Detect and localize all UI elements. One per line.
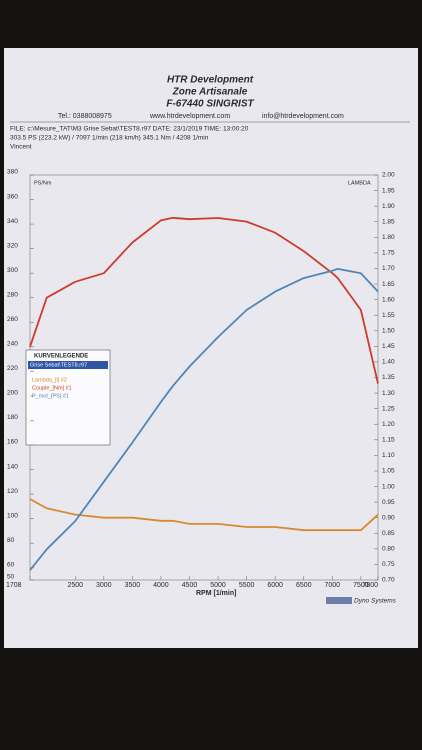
email: info@htrdevelopment.com <box>262 113 344 120</box>
company: HTR Development <box>167 75 254 86</box>
street: Zone Artisanale <box>172 87 248 98</box>
y2-tick-label: 1.30 <box>382 390 395 397</box>
y2-tick-label: 1.90 <box>382 203 395 210</box>
x-tick-label: 7500 <box>353 582 369 589</box>
result-info: 303.5 PS (223.2 kW) / 7097 1/min (218 km… <box>10 135 209 142</box>
y-tick-label: 180 <box>7 414 18 421</box>
y-tick-label: 100 <box>7 512 18 519</box>
y2-tick-label: 1.55 <box>382 312 395 319</box>
legend-entry: P_mot_[PS] #1 <box>32 393 69 399</box>
y-tick-label: 300 <box>7 267 18 274</box>
legend: KURVENLEGENDE Grise Sebat\TEST8.r97 <box>25 349 111 446</box>
x-tick-label: 4500 <box>182 582 198 589</box>
y2-tick-label: 2.00 <box>382 172 395 179</box>
y2-tick-label: 1.45 <box>382 343 395 350</box>
y2-tick-label: 0.90 <box>382 514 395 521</box>
series-line <box>29 216 379 384</box>
y2-tick-label: 0.95 <box>382 499 395 506</box>
x-tick-label: 5500 <box>239 582 255 589</box>
y2-tick-label: 0.70 <box>382 577 395 584</box>
y2-tick-label: 1.40 <box>382 359 395 366</box>
y-tick-label: 120 <box>7 488 18 495</box>
y2-tick-label: 1.60 <box>382 296 395 303</box>
y-tick-label: 360 <box>7 193 18 200</box>
y-tick-label: 160 <box>7 439 18 446</box>
y2-tick-label: 1.05 <box>382 468 395 475</box>
y-tick-label: 320 <box>7 242 18 249</box>
x-axis-label: RPM [1/min] <box>196 590 236 597</box>
y-axis-label: PS/Nm <box>34 180 52 186</box>
y-tick-label: 80 <box>7 537 15 544</box>
legend-entry: Couple_[Nm] #1 <box>32 385 72 391</box>
operator: Vincent <box>10 144 32 151</box>
series-line <box>29 498 379 532</box>
y2-tick-label: 1.50 <box>382 327 395 334</box>
y2-tick-label: 1.25 <box>382 405 395 412</box>
x-tick-label: 7000 <box>325 582 341 589</box>
legend-title: KURVENLEGENDE <box>34 354 88 360</box>
y2-tick-label: 1.00 <box>382 483 395 490</box>
y-tick-label: 200 <box>7 390 18 397</box>
web: www.htrdevelopment.com <box>149 113 230 120</box>
y2-tick-label: 1.85 <box>382 218 395 225</box>
legend-selection <box>28 361 108 369</box>
x-tick-label: 4000 <box>153 582 169 589</box>
x-tick-label: 6500 <box>296 582 312 589</box>
file-info: FILE: c:\Mesure_TAT\M3 Grise Sebat\TEST8… <box>10 126 249 133</box>
x-tick-label: 3500 <box>125 582 141 589</box>
legend-entry: Lambda_[l] #2 <box>32 377 67 383</box>
x-tick-label: 7800 <box>362 582 378 589</box>
y2-tick-label: 0.75 <box>382 561 395 568</box>
y-tick-label: 260 <box>7 316 18 323</box>
x-tick-label: 5000 <box>210 582 226 589</box>
y2-tick-label: 0.85 <box>382 530 395 537</box>
y2-axis-label: LAMBDA <box>348 180 371 186</box>
y2-tick-label: 1.10 <box>382 452 395 459</box>
y2-tick-label: 1.65 <box>382 281 395 288</box>
legend-header: Grise Sebat\TEST8.r97 <box>30 362 87 368</box>
y-tick-label: 340 <box>7 218 18 225</box>
x-tick-label: 3000 <box>96 582 112 589</box>
y2-tick-label: 1.35 <box>382 374 395 381</box>
x-tick-label: 1708 <box>6 582 22 589</box>
y-tick-label: 280 <box>7 291 18 298</box>
y-tick-label: 140 <box>7 463 18 470</box>
y-tick-label: 380 <box>7 169 18 176</box>
series-line <box>29 268 379 571</box>
y-tick-label: 240 <box>7 341 18 348</box>
footer: Dyno Systems <box>354 598 397 605</box>
y2-tick-label: 1.80 <box>382 234 395 241</box>
y-tick-label: 60 <box>7 561 15 568</box>
city: F-67440 SINGRIST <box>166 99 254 110</box>
x-tick-label: 2500 <box>67 582 83 589</box>
y2-tick-label: 1.95 <box>382 187 395 194</box>
y-tick-label: 220 <box>7 365 18 372</box>
y2-tick-label: 1.75 <box>382 250 395 257</box>
y2-tick-label: 0.80 <box>382 546 395 553</box>
y-tick-label: 50 <box>7 574 15 581</box>
phone: Tel.: 0388008975 <box>58 113 112 120</box>
paper <box>4 48 418 648</box>
footer-logo <box>326 597 352 604</box>
y2-tick-label: 1.20 <box>382 421 395 428</box>
y2-tick-label: 1.70 <box>382 265 395 272</box>
y2-tick-label: 1.15 <box>382 437 395 444</box>
x-tick-label: 6000 <box>267 582 283 589</box>
